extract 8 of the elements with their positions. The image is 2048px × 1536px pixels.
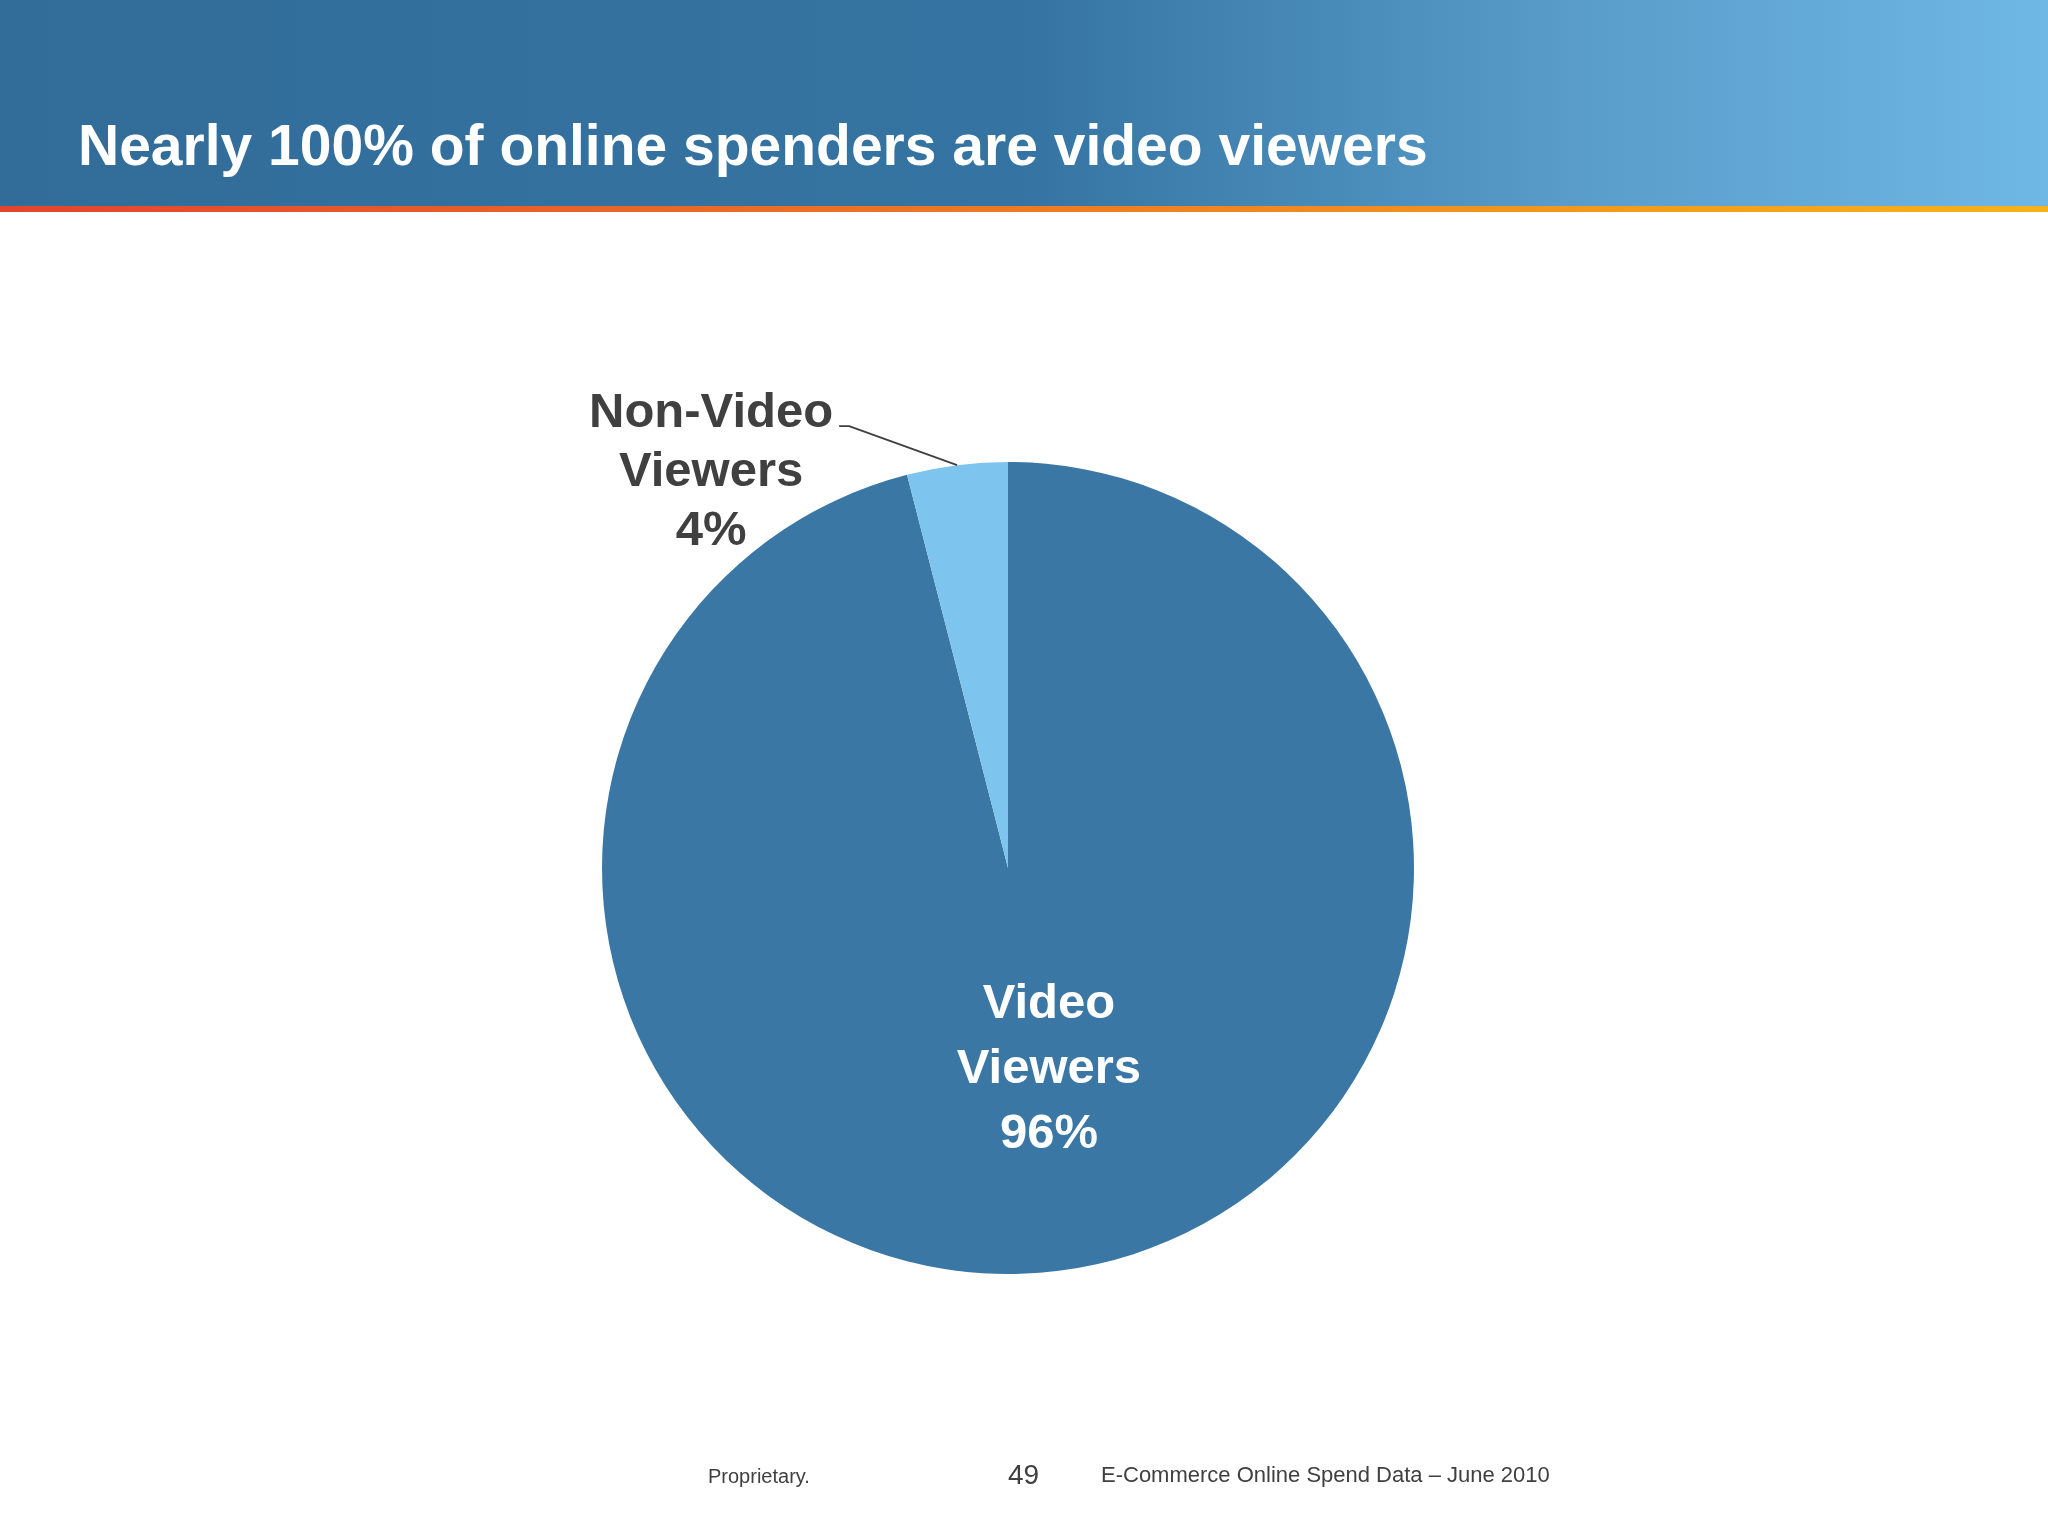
slice-label: Video Viewers — [956, 974, 1142, 1094]
text: E-Commerce Online Spend Data – June 2010 — [1101, 1462, 1550, 1487]
text: 49 — [1008, 1459, 1040, 1490]
slice-label: Non-Video Viewers — [589, 383, 834, 497]
text: Proprietary. — [708, 1465, 810, 1487]
data-label: 96% — [999, 1104, 1098, 1159]
chart-title: Nearly 100% of online spenders are video viewers — [78, 113, 1428, 177]
data-label: 4% — [675, 501, 747, 556]
